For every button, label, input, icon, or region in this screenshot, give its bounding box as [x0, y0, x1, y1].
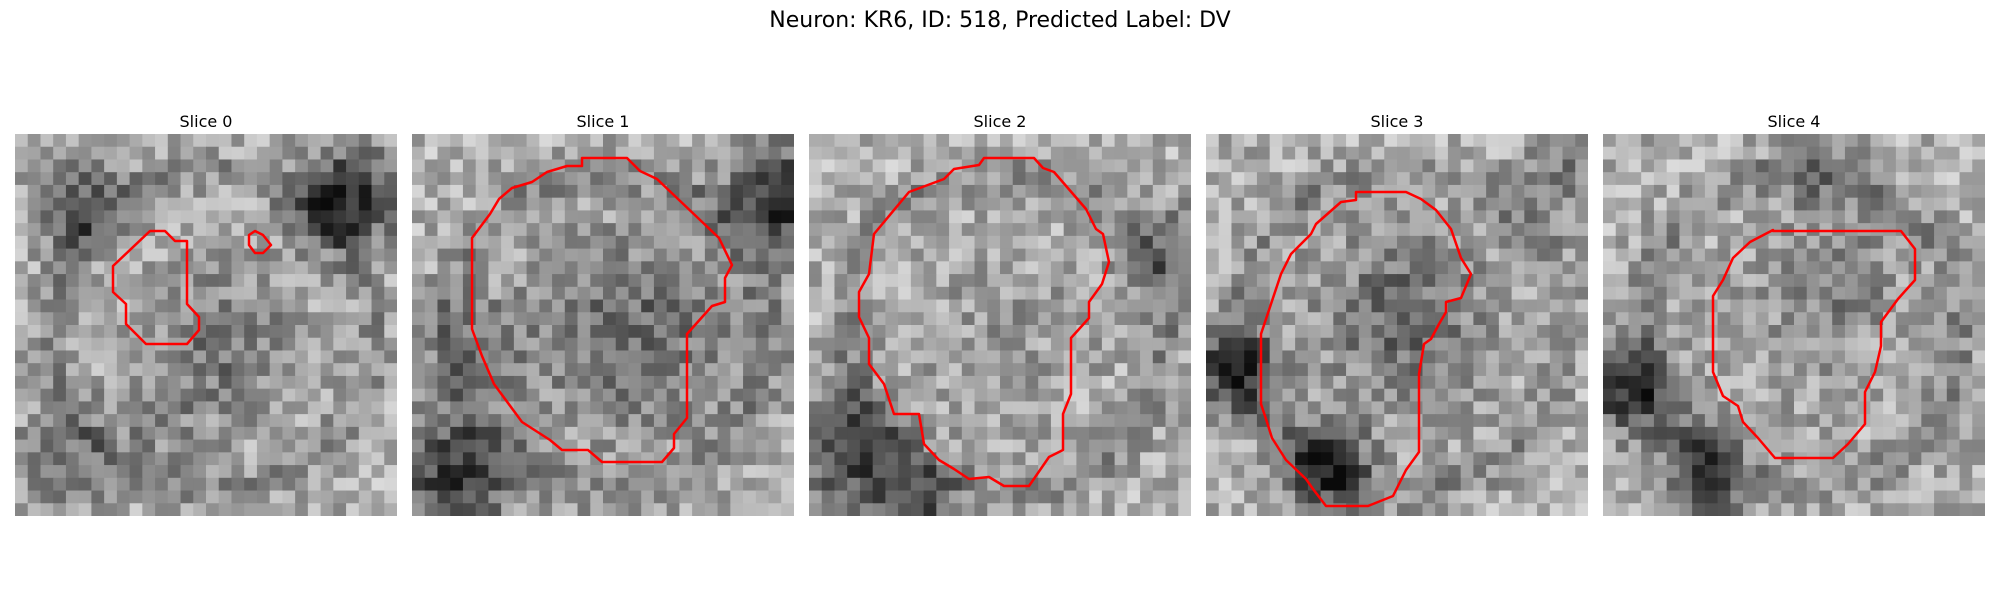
- slice-image-1: [412, 134, 794, 516]
- contour-outline-1-0: [470, 156, 734, 464]
- contour-outline-2-0: [857, 156, 1111, 488]
- slice-title-3: Slice 3: [1370, 112, 1424, 131]
- slice-title-0: Slice 0: [179, 112, 233, 131]
- contour-outline-4-0: [1711, 228, 1917, 460]
- contour-outline-3-0: [1259, 190, 1473, 508]
- slice-image-2: [809, 134, 1191, 516]
- slice-title-2: Slice 2: [973, 112, 1027, 131]
- slice-panel-1: Slice 1: [412, 110, 794, 516]
- contour-outline-0-1: [247, 229, 273, 255]
- slice-panel-3: Slice 3: [1206, 110, 1588, 516]
- slice-panel-4: Slice 4: [1603, 110, 1985, 516]
- slice-panel-2: Slice 2: [809, 110, 1191, 516]
- slice-image-0: [15, 134, 397, 516]
- slice-image-3: [1206, 134, 1588, 516]
- slice-title-4: Slice 4: [1767, 112, 1821, 131]
- slice-title-1: Slice 1: [576, 112, 630, 131]
- contour-outline-0-0: [111, 229, 201, 346]
- slice-panel-0: Slice 0: [15, 110, 397, 516]
- figure-title: Neuron: KR6, ID: 518, Predicted Label: D…: [769, 8, 1231, 33]
- slice-image-4: [1603, 134, 1985, 516]
